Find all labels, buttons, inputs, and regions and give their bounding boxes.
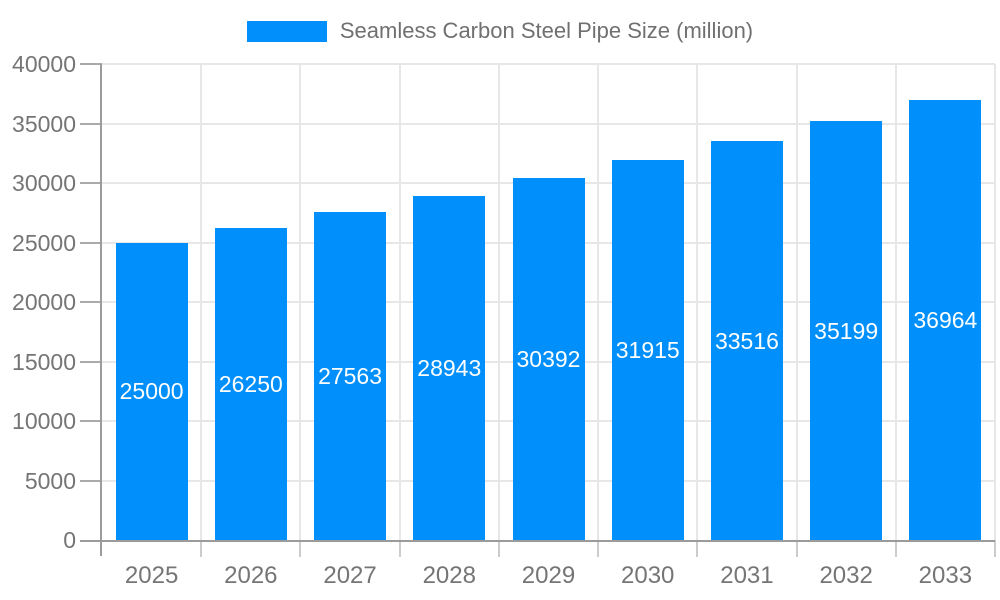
y-tick-label: 5000 [24,467,76,494]
y-axis-line [100,64,102,556]
x-gridline [994,64,996,540]
x-tick-label: 2033 [918,562,973,589]
bar[interactable] [710,141,783,540]
legend-label: Seamless Carbon Steel Pipe Size (million… [339,18,754,43]
y-tick [80,241,102,244]
x-tick [894,540,897,557]
bar[interactable] [611,160,684,540]
bar[interactable] [512,178,585,540]
x-tick [696,540,699,557]
y-tick [80,360,102,363]
y-tick [80,479,102,482]
y-tick-label: 35000 [12,110,76,137]
x-gridline [894,64,897,540]
bar-value-label: 30392 [516,346,581,373]
y-tick [80,301,102,303]
legend-swatch-icon [246,20,327,42]
y-tick-label: 15000 [12,348,76,375]
x-tick [200,540,203,557]
x-tick-label: 2027 [323,562,377,589]
y-tick [80,122,102,125]
bar[interactable] [314,212,387,540]
x-gridline [597,64,600,540]
bar[interactable] [413,195,486,540]
bar[interactable] [909,100,982,540]
x-tick-label: 2029 [521,562,576,589]
x-gridline [299,64,302,540]
legend-item[interactable]: Seamless Carbon Steel Pipe Size (million… [0,18,1000,44]
bar-value-label: 31915 [615,337,680,364]
x-axis-line [80,540,995,542]
bar[interactable] [214,227,287,540]
bar-value-label: 27563 [318,363,383,389]
y-tick-label: 40000 [12,51,76,77]
x-tick-label: 2026 [224,562,278,589]
y-gridline [102,63,995,65]
x-tick-label: 2032 [819,562,873,589]
bar-value-label: 35199 [814,317,879,344]
x-tick [299,540,302,557]
bar-value-label: 33516 [714,327,779,354]
x-gridline [200,64,203,540]
y-tick-label: 10000 [12,408,76,434]
x-tick [597,540,600,557]
bar[interactable] [810,121,883,540]
y-tick [80,420,102,422]
x-tick [497,540,500,557]
y-tick-label: 20000 [12,289,76,315]
x-gridline [795,64,798,540]
x-tick-label: 2030 [621,562,675,589]
y-tick [80,182,102,184]
bar-value-label: 36964 [913,307,978,334]
y-gridline [102,122,995,125]
y-tick-label: 30000 [12,170,76,196]
x-tick-label: 2031 [720,562,774,589]
x-tick [398,540,401,557]
x-gridline [497,64,500,540]
x-gridline [696,64,699,540]
bar-value-label: 25000 [119,378,184,405]
y-tick [80,63,102,65]
x-gridline [398,64,401,540]
bar[interactable] [115,242,188,540]
x-tick [994,540,996,557]
bar-value-label: 26250 [218,370,283,397]
x-tick-label: 2025 [124,562,179,589]
x-tick [795,540,798,557]
y-tick-label: 0 [63,527,76,553]
x-tick-label: 2028 [422,562,476,589]
y-tick-label: 25000 [12,229,76,256]
bar-value-label: 28943 [417,354,482,381]
